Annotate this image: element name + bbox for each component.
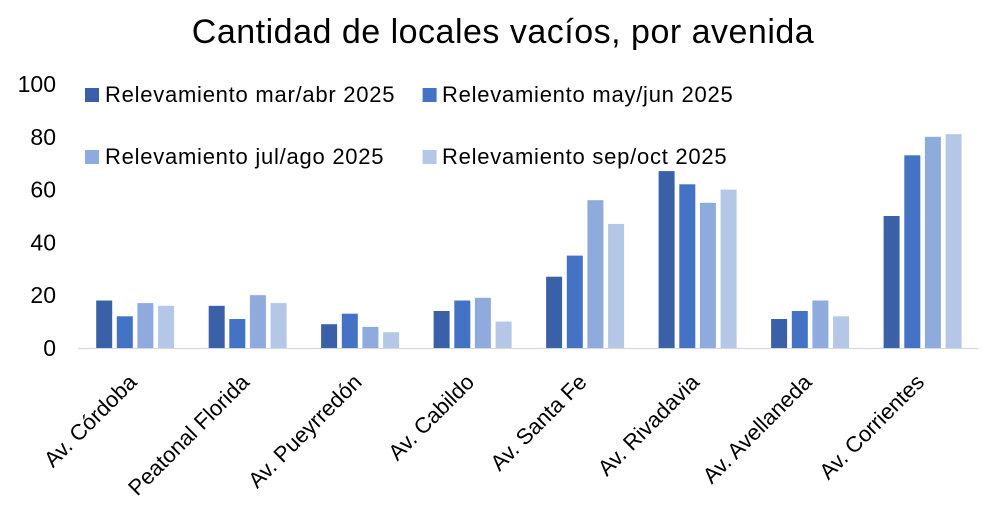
svg-text:Cantidad de locales vacíos, po: Cantidad de locales vacíos, por avenida xyxy=(192,13,814,51)
svg-text:0: 0 xyxy=(43,335,56,361)
svg-text:Relevamiento mar/abr 2025: Relevamiento mar/abr 2025 xyxy=(105,82,395,107)
svg-text:Relevamiento jul/ago 2025: Relevamiento jul/ago 2025 xyxy=(105,144,384,169)
svg-text:Relevamiento sep/oct 2025: Relevamiento sep/oct 2025 xyxy=(442,144,727,169)
svg-text:Relevamiento may/jun 2025: Relevamiento may/jun 2025 xyxy=(442,82,733,107)
svg-text:40: 40 xyxy=(30,229,56,255)
svg-text:80: 80 xyxy=(30,124,56,150)
svg-text:20: 20 xyxy=(30,282,56,308)
svg-text:100: 100 xyxy=(18,71,56,97)
svg-text:60: 60 xyxy=(30,177,56,203)
